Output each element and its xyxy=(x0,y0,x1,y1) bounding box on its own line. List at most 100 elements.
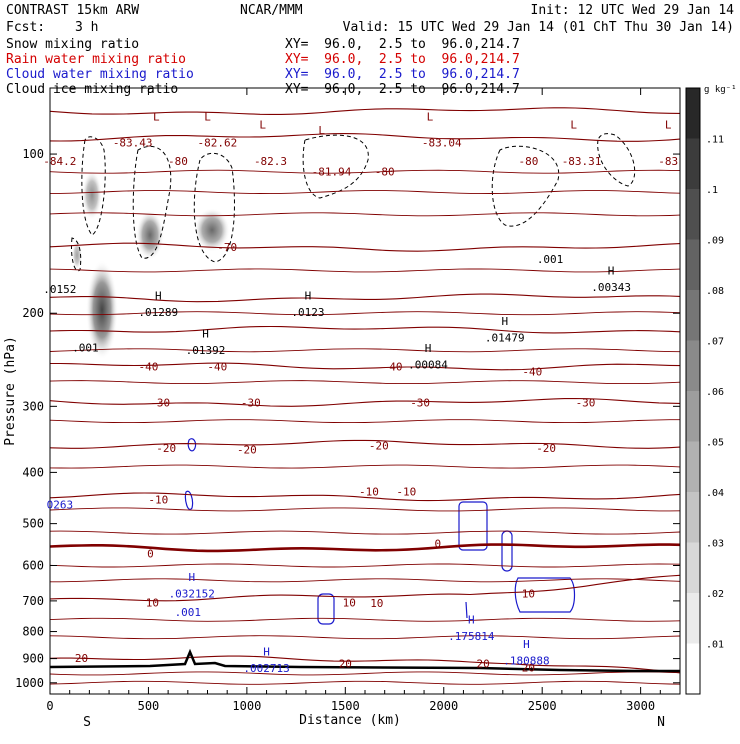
contour-label: -30 xyxy=(241,396,261,409)
contour-label: -84.2 xyxy=(43,155,76,168)
contour-label: -30 xyxy=(576,396,596,409)
high-value-label: .0123 xyxy=(291,306,324,319)
field-xy-rain: XY= 96.0, 2.5 to 96.0,214.7 xyxy=(285,52,520,67)
y-tick-label: 300 xyxy=(22,399,44,413)
shade-blob xyxy=(136,210,164,260)
contour-label: -83.04 xyxy=(422,136,462,149)
contour-label: 10 xyxy=(522,588,535,601)
ice-contour xyxy=(193,152,235,263)
temperature-contour-0 xyxy=(50,543,680,553)
temperature-contour-minus10 xyxy=(50,492,680,502)
colorbar-tick-label: .08 xyxy=(706,286,724,297)
low-marker: L xyxy=(665,119,672,132)
temperature-contour xyxy=(50,680,680,685)
low-marker: L xyxy=(570,119,577,132)
temperature-contour-minus80 xyxy=(50,107,680,115)
colorbar-tick-label: .07 xyxy=(706,337,724,348)
colorbar-swatch xyxy=(686,88,700,139)
contour-label: -20 xyxy=(369,440,389,453)
y-tick-label: 100 xyxy=(22,147,44,161)
contour-value-label: .001 xyxy=(72,341,99,354)
contour-label: 0 xyxy=(435,537,442,550)
shade-blob xyxy=(86,260,118,360)
high-value-label: .00084 xyxy=(408,358,448,371)
temperature-contour-20 xyxy=(50,655,680,674)
contour-label: 20 xyxy=(75,652,88,665)
high-marker: H xyxy=(202,327,209,340)
low-marker: L xyxy=(153,111,160,124)
colorbar-swatch xyxy=(686,290,700,341)
plot-labels: -84.2 -83.43 -80 -82.62 -82.3 -81.94 -80 -83.04… xyxy=(43,111,678,675)
high-marker: H xyxy=(468,614,475,627)
field-name-cloud-ice: Cloud ice mixing ratio xyxy=(6,82,178,97)
temperature-contour xyxy=(50,419,680,424)
temperature-contour-minus50 xyxy=(50,325,680,334)
colorbar-frame xyxy=(685,87,701,695)
contour-label: -10 xyxy=(359,486,379,499)
temperature-contour xyxy=(50,348,680,353)
temperature-contour xyxy=(50,671,680,676)
temperature-contour xyxy=(50,530,680,535)
cloud-water-contour xyxy=(514,577,576,613)
field-name-cloud-water: Cloud water mixing ratio xyxy=(6,67,194,82)
colorbar-tick-label: .11 xyxy=(706,135,724,146)
colorbar-swatch xyxy=(686,492,700,543)
temperature-contour xyxy=(50,507,680,512)
temperature-contour xyxy=(50,190,680,195)
contour-label: -30 xyxy=(150,396,170,409)
high-marker: H xyxy=(523,638,530,651)
fcst-value: 3 h xyxy=(75,20,98,35)
y-tick-label: 800 xyxy=(22,625,44,639)
high-marker: H xyxy=(155,289,162,302)
temperature-contour xyxy=(50,617,680,622)
contour-label: -70 xyxy=(217,241,237,254)
x-tick-label: 2000 xyxy=(429,699,458,713)
contour-label: -80 xyxy=(168,155,188,168)
contour-label: 20 xyxy=(339,658,352,671)
ice-contour xyxy=(597,133,636,187)
contour-label: -10 xyxy=(396,486,416,499)
temperature-contour xyxy=(50,578,680,583)
contour-label: -30 xyxy=(410,396,430,409)
x-tick-label: 2500 xyxy=(528,699,557,713)
colorbar-unit: g kg⁻¹ xyxy=(704,85,737,95)
low-marker: L xyxy=(259,119,266,132)
colorbar-swatch xyxy=(686,441,700,492)
temperature-contour-minus40 xyxy=(50,362,680,371)
field-xy-snow: XY= 96.0, 2.5 to 96.0,214.7 xyxy=(285,37,520,52)
cloud-water-contour xyxy=(184,490,194,510)
high-value-label: .180888 xyxy=(503,655,549,668)
plot-frame xyxy=(49,87,681,695)
ice-contour xyxy=(302,134,369,199)
contour-label: -82.62 xyxy=(197,136,237,149)
contour-label: -10 xyxy=(148,493,168,506)
colorbar-tick-label: .02 xyxy=(706,589,724,600)
high-marker: H xyxy=(305,289,312,302)
colorbar-tick-label: .04 xyxy=(706,488,724,499)
low-marker: L xyxy=(318,124,325,137)
fcst-label: Fcst: xyxy=(6,20,45,35)
contour-value-label: .001 xyxy=(175,606,202,619)
y-tick-label: 600 xyxy=(22,558,44,572)
terrain-line xyxy=(50,648,680,673)
colorbar-tick-label: .09 xyxy=(706,236,724,247)
high-value-label: .01289 xyxy=(138,306,178,319)
contour-label: -80 xyxy=(375,166,395,179)
contour-label: 10 xyxy=(146,597,159,610)
x-tick-label: 1500 xyxy=(331,699,360,713)
contour-label: 10 xyxy=(343,597,356,610)
contour-label: -20 xyxy=(536,442,556,455)
x-axis-label: Distance (km) xyxy=(299,713,401,728)
colorbar-tick-label: .03 xyxy=(706,539,724,550)
temperature-contour xyxy=(50,212,680,217)
high-value-label: .01479 xyxy=(485,332,525,345)
colorbar-swatch xyxy=(686,138,700,189)
x-tick-label: 500 xyxy=(138,699,160,713)
colorbar-swatch xyxy=(686,593,700,644)
x-tick-label: 1000 xyxy=(232,699,261,713)
colorbar-tick-label: .05 xyxy=(706,438,724,449)
field-xy-cloud-ice: XY= 96.0, 2.5 to 96.0,214.7 xyxy=(285,82,520,97)
colorbar-tick-label: .01 xyxy=(706,640,724,651)
